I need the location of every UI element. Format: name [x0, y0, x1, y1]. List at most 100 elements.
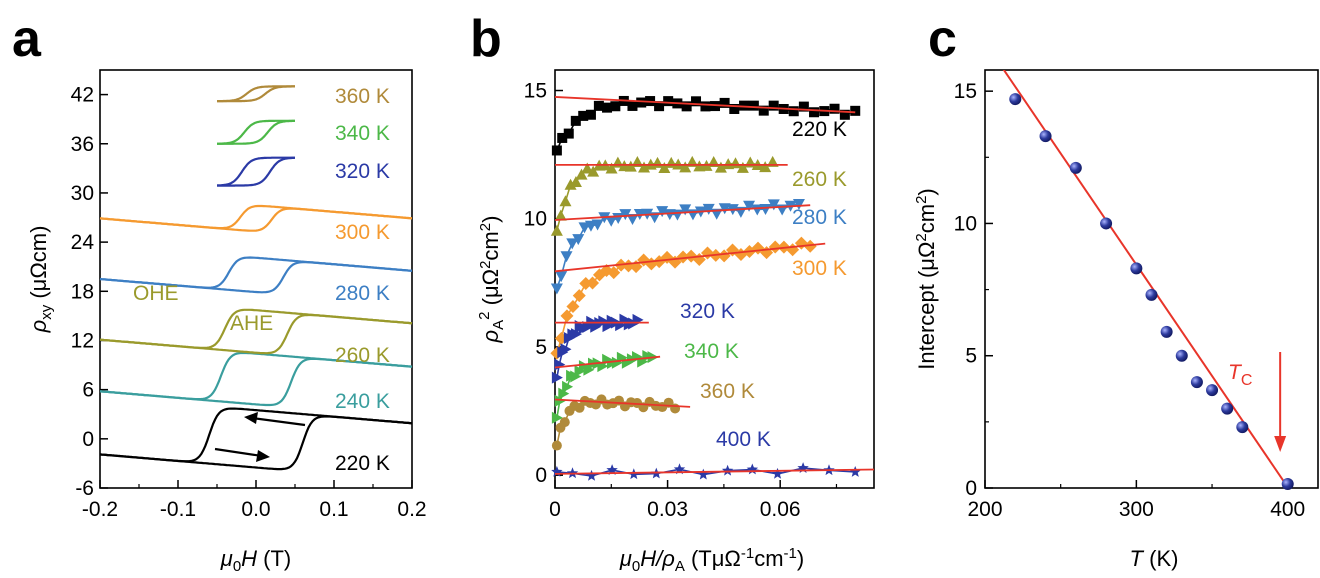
data-point-220k [610, 101, 621, 112]
data-point-260k [638, 161, 651, 173]
data-point [1145, 288, 1158, 301]
data-point [1175, 349, 1188, 362]
y-tick-label: 0 [965, 477, 977, 500]
data-point-260k [651, 156, 664, 168]
panel-c-axes-frame [984, 69, 1319, 489]
y-tick-label: 24 [71, 231, 95, 254]
data-point-220k [788, 106, 799, 117]
data-point-280k [767, 199, 780, 211]
data-point-220k [557, 132, 568, 143]
data-point-220k [768, 100, 779, 111]
annotation-ohe: OHE [133, 282, 179, 305]
data-point-260k [559, 195, 572, 207]
series-label: 280 K [335, 282, 390, 305]
x-tick-label: 0.2 [397, 498, 426, 521]
series-line-360k-down [217, 85, 295, 103]
x-tick-label: 200 [967, 498, 1002, 521]
data-point-340k [562, 380, 574, 393]
data-point-260k [575, 168, 588, 180]
fit-line-280k [554, 204, 811, 221]
data-point-300k [572, 289, 586, 303]
data-point-280k [656, 206, 669, 218]
data-point-400k [771, 467, 784, 479]
data-point-220k [700, 101, 711, 112]
series-label: 220 K [792, 118, 847, 141]
data-point-260k [658, 161, 671, 173]
x-tick-label: 400 [1270, 498, 1305, 521]
y-tick-label: 10 [954, 212, 977, 235]
data-point-220k [748, 100, 759, 111]
series-label: 360 K [335, 85, 390, 108]
data-point-220k [850, 105, 861, 116]
series-line-340k-down [217, 119, 295, 145]
data-point-400k [566, 467, 579, 479]
y-tick-label: 0 [82, 428, 94, 451]
data-point-340k [558, 387, 570, 400]
data-point-280k [718, 203, 731, 215]
data-point-360k [574, 402, 585, 413]
tc-arrow [1274, 352, 1287, 452]
x-axis-label: μ0H/ρA (TμΩ-1cm-1) [619, 545, 804, 575]
y-tick-label: 5 [535, 336, 547, 359]
data-point [1206, 384, 1219, 397]
arrow-left-head [244, 412, 258, 424]
data-point-300k [717, 249, 731, 263]
panel-letter-b: b [470, 10, 502, 68]
data-point-220k [798, 101, 809, 112]
data-point-280k [572, 234, 585, 246]
arrow-right [214, 447, 270, 462]
data-point-260k [564, 178, 577, 190]
panel-c: 200 300 400 0 5 10 15 T (K) Intercept (μΩ2cm2) TC [913, 69, 1319, 571]
data-point-220k [663, 96, 674, 107]
series-label: 260 K [792, 168, 847, 191]
data-point-300k [803, 239, 817, 253]
series-label: 360 K [700, 380, 755, 403]
series-label: 280 K [792, 206, 847, 229]
data-point-220k [839, 109, 850, 120]
data-point-320k [551, 371, 563, 384]
fit-line-340k [554, 355, 661, 369]
y-tick-label: 10 [524, 208, 547, 231]
y-tick-label: 15 [524, 80, 547, 103]
fit-line [1002, 70, 1290, 488]
data-point-280k [605, 215, 618, 227]
data-point-280k [626, 213, 639, 225]
series-line-220k-down [99, 407, 413, 463]
data-point-340k [551, 411, 563, 424]
data-point-300k [676, 250, 690, 264]
series-line-320k-up [217, 156, 295, 187]
data-point-280k [591, 219, 604, 231]
y-tick-label: 12 [71, 329, 94, 352]
data-point [1069, 161, 1082, 174]
data-point-400k [746, 463, 759, 475]
x-tick-label: -0.1 [160, 498, 196, 521]
data-point-260k [554, 209, 567, 221]
y-axis-label: ρA2 (μΩ2cm2) [476, 216, 507, 344]
y-tick-label: 15 [954, 80, 977, 103]
x-tick-label: 0.06 [760, 498, 801, 521]
series-line-260k-down [99, 308, 413, 349]
data-point-360k [670, 403, 681, 414]
fit-line-300k [554, 242, 826, 273]
arrow-right-shaft [214, 447, 263, 458]
data-point-220k [654, 101, 665, 112]
data-point-220k [729, 103, 740, 114]
x-tick-label: 0.03 [647, 498, 688, 521]
data-point-220k [719, 97, 730, 108]
data-point-300k [652, 255, 666, 269]
series-label: 240 K [335, 390, 390, 413]
tc-arrow-head [1274, 436, 1287, 452]
data-point [1236, 421, 1249, 434]
x-tick-label: 0 [549, 498, 561, 521]
data-point-220k [602, 102, 613, 113]
data-point-360k [559, 417, 570, 428]
panel-letter-a: a [12, 10, 42, 68]
x-tick-label: -0.2 [82, 498, 118, 521]
fit-line-400k [554, 468, 875, 475]
data-point-220k [627, 100, 638, 111]
y-axis-label: Intercept (μΩ2cm2) [913, 188, 939, 370]
data-point-260k [550, 224, 563, 236]
data-point-400k [585, 469, 598, 481]
data-point-280k [792, 199, 805, 211]
